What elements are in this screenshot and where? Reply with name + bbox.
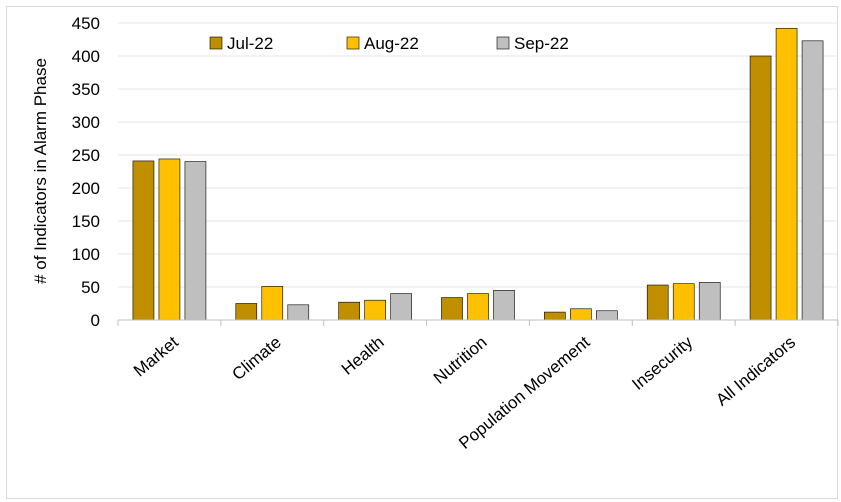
bar (261, 286, 284, 321)
bar (544, 311, 566, 321)
y-tick-label: 50 (81, 278, 100, 297)
x-tick-label: All Indicators (712, 333, 799, 410)
bar (441, 297, 463, 321)
y-tick-label: 450 (72, 14, 100, 33)
bar (364, 299, 386, 321)
bar (467, 293, 489, 321)
bar (132, 160, 155, 321)
x-tick-label: Market (130, 332, 182, 380)
axes (117, 319, 839, 326)
bar (287, 304, 310, 321)
bar (338, 301, 360, 321)
legend-swatch (209, 36, 223, 50)
bar (596, 310, 618, 321)
y-tick-label: 100 (72, 245, 100, 264)
bar (493, 289, 515, 321)
y-tick-label: 0 (91, 311, 100, 330)
bars (132, 27, 824, 321)
bar (698, 282, 721, 321)
y-tick-label: 400 (72, 47, 100, 66)
bar (570, 308, 592, 321)
y-tick-label: 350 (72, 80, 100, 99)
y-tick-label: 200 (72, 179, 100, 198)
bar (672, 283, 695, 321)
legend-label: Jul-22 (227, 34, 273, 53)
bar (158, 158, 181, 321)
x-tick-label: Climate (229, 333, 285, 385)
legend-swatch (496, 36, 510, 50)
y-tick-labels: 0 50 100 150 200 250 300 350 400 450 (72, 14, 100, 330)
legend-label: Sep-22 (514, 34, 569, 53)
legend: Jul-22 Aug-22 Sep-22 (209, 34, 569, 53)
x-tick-label: Health (338, 333, 388, 379)
gridlines (118, 22, 838, 288)
x-tick-label: Insecurity (628, 332, 696, 394)
legend-label: Aug-22 (364, 34, 419, 53)
bar (646, 284, 669, 321)
y-tick-label: 250 (72, 146, 100, 165)
y-tick-label: 150 (72, 212, 100, 231)
legend-swatch (346, 36, 360, 50)
bar (390, 293, 412, 321)
bar (749, 55, 772, 321)
bar (184, 161, 207, 321)
y-tick-label: 300 (72, 113, 100, 132)
bar (801, 40, 824, 321)
bar (775, 27, 798, 321)
y-axis-label: # of Indicators in Alarm Phase (31, 58, 50, 284)
bar (235, 303, 258, 321)
x-tick-label: Nutrition (430, 333, 491, 388)
